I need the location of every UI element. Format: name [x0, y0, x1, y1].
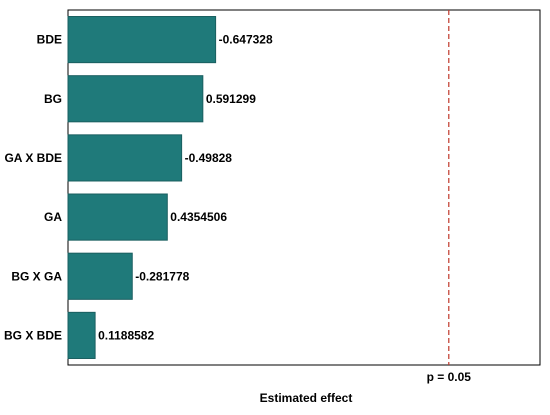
data-label: 0.4354506	[170, 210, 227, 224]
bar-bg-x-bde	[67, 311, 96, 359]
category-label: BG X GA	[11, 269, 62, 283]
x-axis-title: Estimated effect	[260, 391, 353, 405]
bar-ga	[67, 193, 168, 241]
bar-bg-x-ga	[67, 252, 133, 300]
bar-bg	[67, 75, 204, 123]
bar-ga-x-bde	[67, 134, 183, 182]
bar-bde	[67, 16, 217, 64]
data-label: -0.281778	[135, 269, 189, 283]
category-label: BDE	[37, 33, 62, 47]
data-label: 0.591299	[206, 92, 256, 106]
category-label: BG	[44, 92, 62, 106]
labels-layer: BDE -0.647328 BG 0.591299 GA X BDE -0.49828 GA…	[4, 33, 273, 343]
category-label: GA X BDE	[4, 151, 62, 165]
category-label: BG X BDE	[4, 328, 62, 342]
category-label: GA	[44, 210, 62, 224]
data-label: -0.647328	[219, 33, 273, 47]
reference-line-label: p = 0.05	[427, 370, 472, 384]
bars-layer	[67, 16, 217, 359]
data-label: 0.1188582	[98, 328, 154, 342]
data-label: -0.49828	[185, 151, 233, 165]
plot-area-frame	[67, 9, 541, 366]
